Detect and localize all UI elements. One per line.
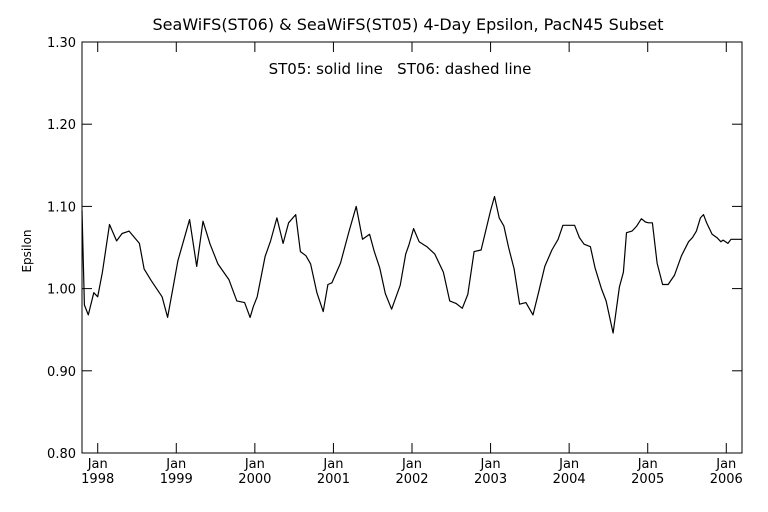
- y-tick-label: 1.10: [47, 200, 76, 215]
- x-tick-year-label: 1998: [81, 472, 114, 487]
- x-tick-year-label: 2002: [395, 472, 428, 487]
- x-tick-year-label: 2001: [317, 472, 350, 487]
- x-tick-year-label: 2004: [553, 472, 586, 487]
- x-tick-month-label: Jan: [244, 457, 265, 472]
- y-axis-ticks: 0.80 0.90 1.00 1.10 1.20 1.30: [47, 36, 742, 462]
- series-layer: [81, 195, 742, 334]
- x-tick-year-label: 2003: [474, 472, 507, 487]
- line-style-annotation: ST05: solid line ST06: dashed line: [269, 60, 532, 78]
- x-tick-month-label: Jan: [322, 457, 343, 472]
- plot-frame: [81, 41, 743, 454]
- y-tick-label: 1.00: [47, 283, 76, 298]
- x-tick-month-label: Jan: [558, 457, 579, 472]
- x-tick-month-label: Jan: [715, 457, 736, 472]
- y-tick-label: 1.20: [47, 118, 76, 133]
- chart-title: SeaWiFS(ST06) & SeaWiFS(ST05) 4-Day Epsi…: [153, 15, 664, 34]
- x-tick-year-label: 2005: [631, 472, 664, 487]
- x-tick-month-label: Jan: [87, 457, 108, 472]
- y-tick-label: 1.30: [47, 36, 76, 51]
- x-tick-year-label: 2000: [238, 472, 271, 487]
- x-tick-month-label: Jan: [637, 457, 658, 472]
- x-tick-year-label: 1999: [160, 472, 193, 487]
- x-tick-month-label: Jan: [480, 457, 501, 472]
- y-axis-label: Epsilon: [20, 229, 34, 272]
- y-tick-label: 0.80: [47, 447, 76, 462]
- x-tick-month-label: Jan: [401, 457, 422, 472]
- series-line: [81, 195, 742, 334]
- x-tick-year-label: 2006: [710, 472, 743, 487]
- x-tick-month-label: Jan: [165, 457, 186, 472]
- x-axis-ticks: Jan1998Jan1999Jan2000Jan2001Jan2002Jan20…: [81, 42, 743, 487]
- y-tick-label: 0.90: [47, 365, 76, 380]
